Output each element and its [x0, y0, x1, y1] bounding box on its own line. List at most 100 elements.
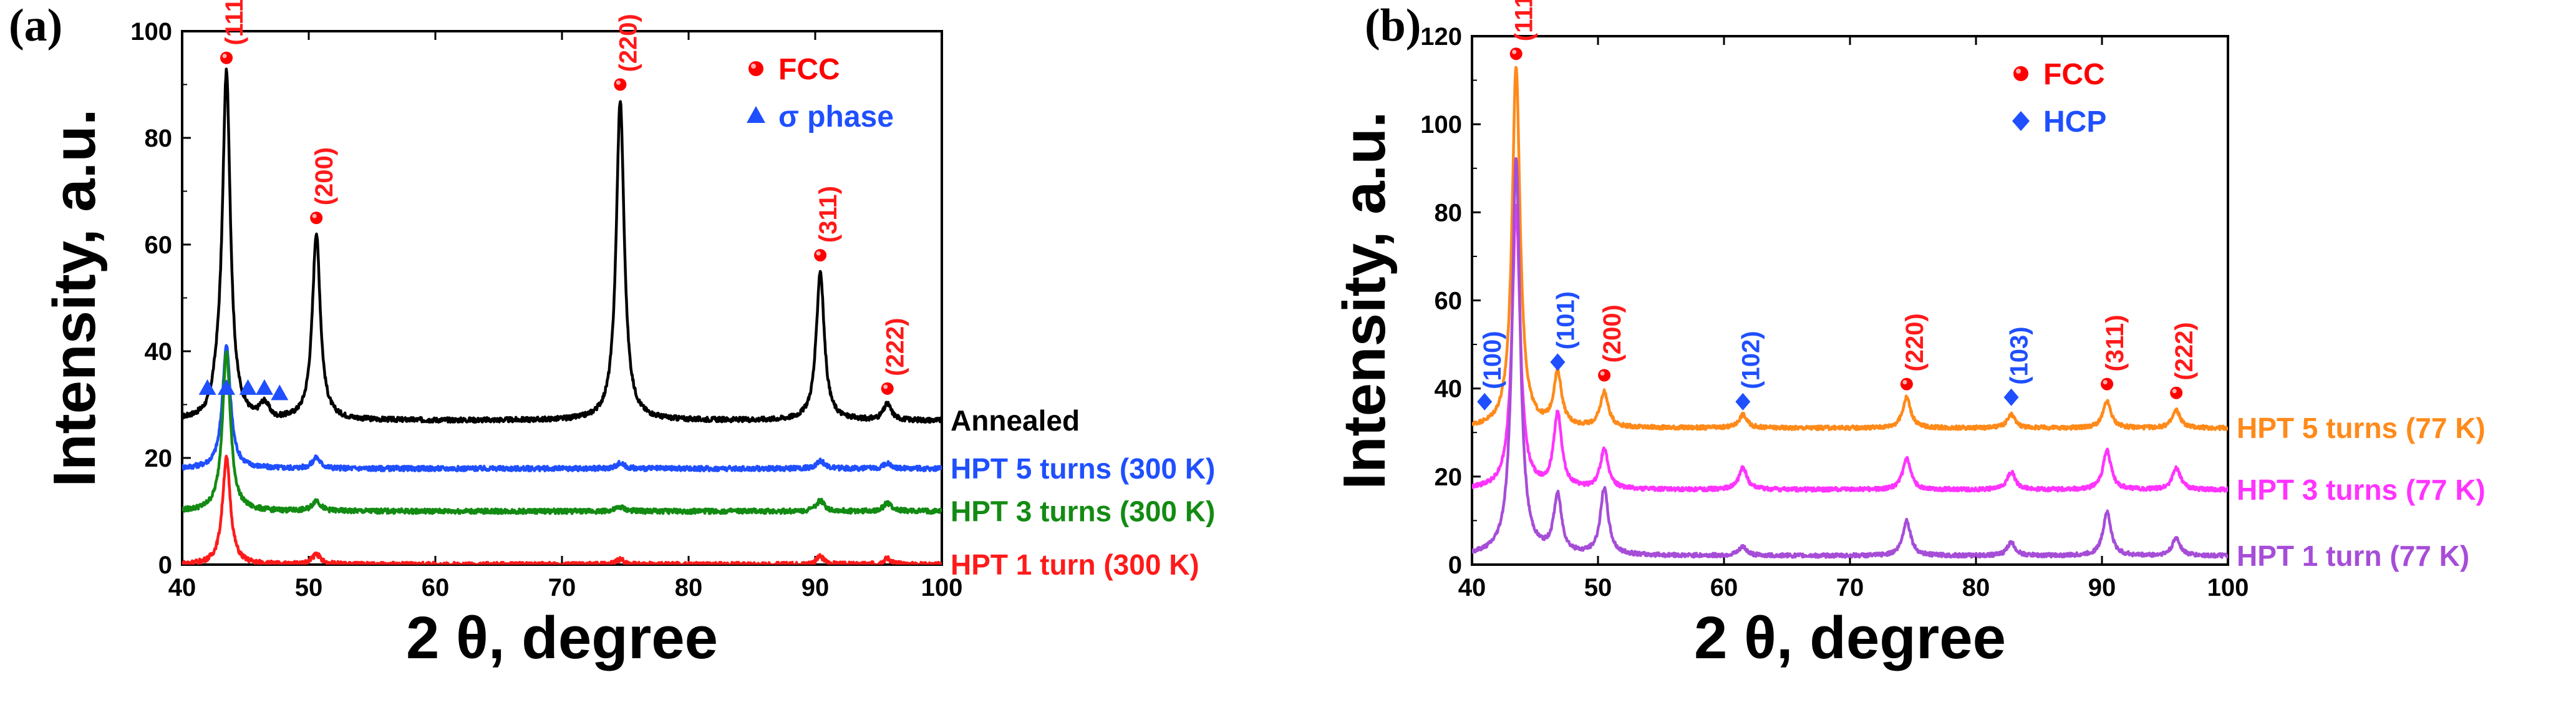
chart-1-hcp-marker	[1477, 392, 1493, 411]
chart-1-peak-label: (100)	[1479, 331, 1506, 389]
chart-1-x-tick-label: 100	[2207, 574, 2249, 601]
chart-1-fcc-marker	[1598, 369, 1611, 382]
chart-0-x-tick-label: 40	[168, 574, 196, 601]
chart-0-sigma-marker	[239, 379, 257, 395]
chart-1-x-tick-label: 80	[1962, 574, 1990, 601]
chart-0-y-tick-label: 60	[145, 231, 173, 259]
chart-1-hcp-marker	[1735, 392, 1751, 411]
panel-b-label: (b)	[1365, 0, 1421, 51]
chart-1-peak-label: (311)	[2101, 314, 2129, 371]
chart-1-x-tick-label: 40	[1458, 574, 1486, 601]
chart-1-peak-label: (103)	[2006, 326, 2033, 384]
chart-0-fcc-marker	[614, 78, 627, 91]
chart-1-legend-marker-shine	[2016, 69, 2021, 74]
chart-0-fcc-marker	[814, 249, 827, 262]
chart-0-x-tick-label: 100	[921, 574, 963, 601]
chart-1-fcc-marker	[1509, 47, 1523, 61]
chart-1-peak-label: (101)	[1552, 291, 1579, 349]
chart-0-peak-label: (220)	[614, 14, 642, 72]
chart-0-series-line	[182, 350, 942, 515]
chart-0-peak-label: (311)	[815, 186, 842, 243]
chart-0-x-tick-label: 90	[801, 574, 830, 601]
chart-1-peak-label: (102)	[1737, 331, 1765, 389]
panel-a-label: (a)	[9, 0, 63, 51]
chart-0-legend-fcc-marker	[748, 61, 763, 76]
chart-1-series-label: HPT 3 turns (77 K)	[2237, 474, 2486, 506]
chart-1-y-tick-label: 60	[1435, 288, 1463, 315]
chart-0-series-label: HPT 5 turns (300 K)	[951, 452, 1215, 485]
chart-1-y-tick-label: 0	[1448, 552, 1462, 579]
chart-0-sigma-marker	[218, 379, 236, 395]
chart-1-fcc-marker-shine	[1902, 380, 1907, 385]
chart-0-fcc-marker-shine	[616, 80, 621, 85]
chart-0-series-line	[182, 344, 942, 473]
chart-1-fcc-marker-shine	[2103, 380, 2108, 385]
chart-0-sigma-marker	[255, 379, 273, 395]
chart-0-x-axis-title: 2 θ, degree	[406, 605, 718, 671]
chart-1-series-line	[1472, 157, 2228, 559]
chart-0-fcc-marker	[220, 51, 233, 64]
chart-0-fcc-marker-shine	[312, 213, 317, 218]
chart-1-peak-label: (222)	[2171, 322, 2198, 380]
chart-b: 40 50 60 70 80 90 100 0 20 40 60 80 100 120 2 θ, degre…	[1331, 0, 2486, 671]
chart-0-series-label: HPT 1 turn (300 K)	[951, 548, 1199, 581]
chart-1-legend-label: FCC	[2043, 58, 2105, 91]
chart-1-x-tick-label: 90	[2088, 574, 2116, 601]
chart-1-fcc-marker	[1900, 377, 1913, 391]
chart-1-series-label: HPT 1 turn (77 K)	[2237, 540, 2469, 572]
chart-1-y-tick-label: 120	[1420, 23, 1462, 51]
chart-1-fcc-marker-shine	[1512, 49, 1517, 54]
chart-0-y-tick-label: 100	[130, 18, 172, 46]
chart-0-peak-label: (111)	[221, 0, 248, 46]
chart-0-y-axis-title: Intensity, a.u.	[41, 109, 108, 487]
chart-1-y-tick-label: 80	[1435, 199, 1463, 226]
chart-0-y-tick-label: 40	[145, 338, 173, 366]
chart-0-series-label: HPT 3 turns (300 K)	[951, 495, 1215, 528]
chart-1-y-axis-title: Intensity, a.u.	[1331, 111, 1398, 489]
chart-0-x-tick-label: 80	[675, 574, 703, 601]
chart-1-legend-label: HCP	[2043, 105, 2106, 139]
chart-0-fcc-marker-shine	[883, 384, 888, 389]
chart-1-y-tick-label: 40	[1435, 376, 1463, 403]
chart-1-fcc-marker-shine	[1600, 371, 1605, 376]
chart-0-series-label: Annealed	[951, 404, 1080, 437]
chart-0-sigma-marker	[271, 384, 289, 401]
chart-1-fcc-marker	[2170, 386, 2183, 399]
chart-1-peak-label: (111)	[1511, 0, 1538, 41]
chart-1-series-line	[1472, 66, 2228, 432]
chart-1-x-tick-label: 50	[1584, 574, 1612, 601]
chart-1-fcc-marker	[2101, 377, 2114, 391]
chart-1-series-line	[1472, 203, 2228, 493]
chart-0-fcc-marker	[310, 212, 323, 225]
chart-0-y-tick-label: 0	[158, 552, 172, 579]
chart-1-x-axis-title: 2 θ, degree	[1694, 605, 2006, 671]
chart-1-y-tick-label: 20	[1435, 464, 1463, 491]
chart-0-legend-label: σ phase	[778, 100, 894, 134]
chart-0-sigma-marker	[198, 379, 216, 395]
chart-1-legend-hcp-marker	[2012, 111, 2030, 131]
chart-0-y-tick-label: 20	[145, 445, 173, 472]
chart-0-fcc-marker-shine	[816, 251, 821, 256]
chart-0-fcc-marker-shine	[222, 54, 227, 59]
chart-1-legend-fcc-marker	[2013, 66, 2028, 81]
chart-1-x-tick-label: 60	[1710, 574, 1738, 601]
chart-1-fcc-marker-shine	[2172, 389, 2177, 394]
chart-0-series-line	[182, 67, 942, 424]
chart-1-peak-label: (200)	[1599, 304, 1626, 362]
chart-0-legend-sigma-marker	[747, 106, 765, 123]
chart-0-legend-marker-shine	[751, 64, 756, 69]
chart-0-peak-label: (222)	[882, 318, 909, 376]
chart-1-series-label: HPT 5 turns (77 K)	[2237, 412, 2486, 444]
chart-0-x-tick-label: 70	[548, 574, 576, 601]
chart-1-hcp-marker	[2003, 388, 2019, 406]
chart-1-x-tick-label: 70	[1836, 574, 1864, 601]
chart-0-legend-label: FCC	[778, 53, 840, 86]
chart-0-series-line	[182, 454, 942, 565]
chart-0-fcc-marker	[881, 382, 894, 395]
chart-0-y-tick-label: 80	[145, 125, 173, 152]
chart-0-peak-label: (200)	[311, 147, 338, 205]
chart-0-x-tick-label: 50	[295, 574, 323, 601]
chart-1-hcp-marker	[1550, 353, 1566, 371]
chart-0-x-tick-label: 60	[422, 574, 450, 601]
